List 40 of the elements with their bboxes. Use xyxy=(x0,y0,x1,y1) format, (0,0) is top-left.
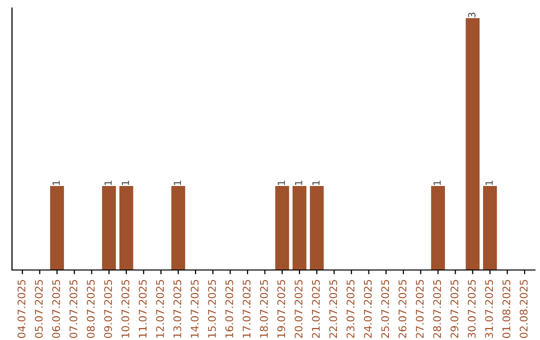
data-label: 1 xyxy=(295,180,302,185)
x-tick-label: 14.07.2025 xyxy=(190,280,199,338)
x-tick-label: 22.07.2025 xyxy=(329,280,338,338)
x-tick-label: 07.07.2025 xyxy=(69,280,78,338)
x-tick-label: 20.07.2025 xyxy=(294,280,302,338)
x-tick-label: 11.07.2025 xyxy=(138,280,147,338)
x-tick-label: 26.07.2025 xyxy=(398,280,406,338)
x-tick-label: 13.07.2025 xyxy=(173,280,182,338)
data-label: 1 xyxy=(278,180,285,185)
x-tick-label: 31.07.2025 xyxy=(485,280,493,338)
x-tick-label: 25.07.2025 xyxy=(381,280,390,338)
x-tick-label: 19.07.2025 xyxy=(277,280,286,338)
data-label: 3 xyxy=(468,12,476,18)
x-tick-label: 10.07.2025 xyxy=(121,280,130,338)
x-tick-label: 12.07.2025 xyxy=(156,280,164,338)
data-label: 1 xyxy=(104,180,112,185)
x-tick-label: 24.07.2025 xyxy=(364,280,372,338)
x-tick-label: 04.07.2025 xyxy=(18,280,26,338)
x-tick-label: 30.07.2025 xyxy=(468,280,476,338)
x-tick-label: 08.07.2025 xyxy=(86,280,95,338)
x-tick-label: 09.07.2025 xyxy=(104,280,112,338)
data-label: 1 xyxy=(486,180,493,185)
data-label: 1 xyxy=(174,180,181,185)
x-tick-label: 29.07.2025 xyxy=(450,280,458,338)
data-label: 1 xyxy=(52,180,60,185)
x-tick-label: 15.07.2025 xyxy=(208,280,216,338)
data-label: 1 xyxy=(434,180,441,185)
data-label: 1 xyxy=(122,180,129,185)
x-tick-label: 28.07.2025 xyxy=(433,280,442,338)
x-tick-label: 21.07.2025 xyxy=(312,280,320,338)
x-tick-label: 05.07.2025 xyxy=(34,280,43,338)
x-tick-label: 02.08.2025 xyxy=(520,280,528,338)
x-tick-label: 01.08.2025 xyxy=(502,280,510,338)
x-tick-label: 16.07.2025 xyxy=(225,280,234,338)
x-tick-label: 27.07.2025 xyxy=(416,280,424,338)
x-tick-label: 17.07.2025 xyxy=(242,280,251,338)
data-label: 1 xyxy=(312,180,320,185)
x-tick-label: 06.07.2025 xyxy=(52,280,60,338)
x-tick-label: 23.07.2025 xyxy=(346,280,354,338)
x-tick-label: 18.07.2025 xyxy=(260,280,268,338)
